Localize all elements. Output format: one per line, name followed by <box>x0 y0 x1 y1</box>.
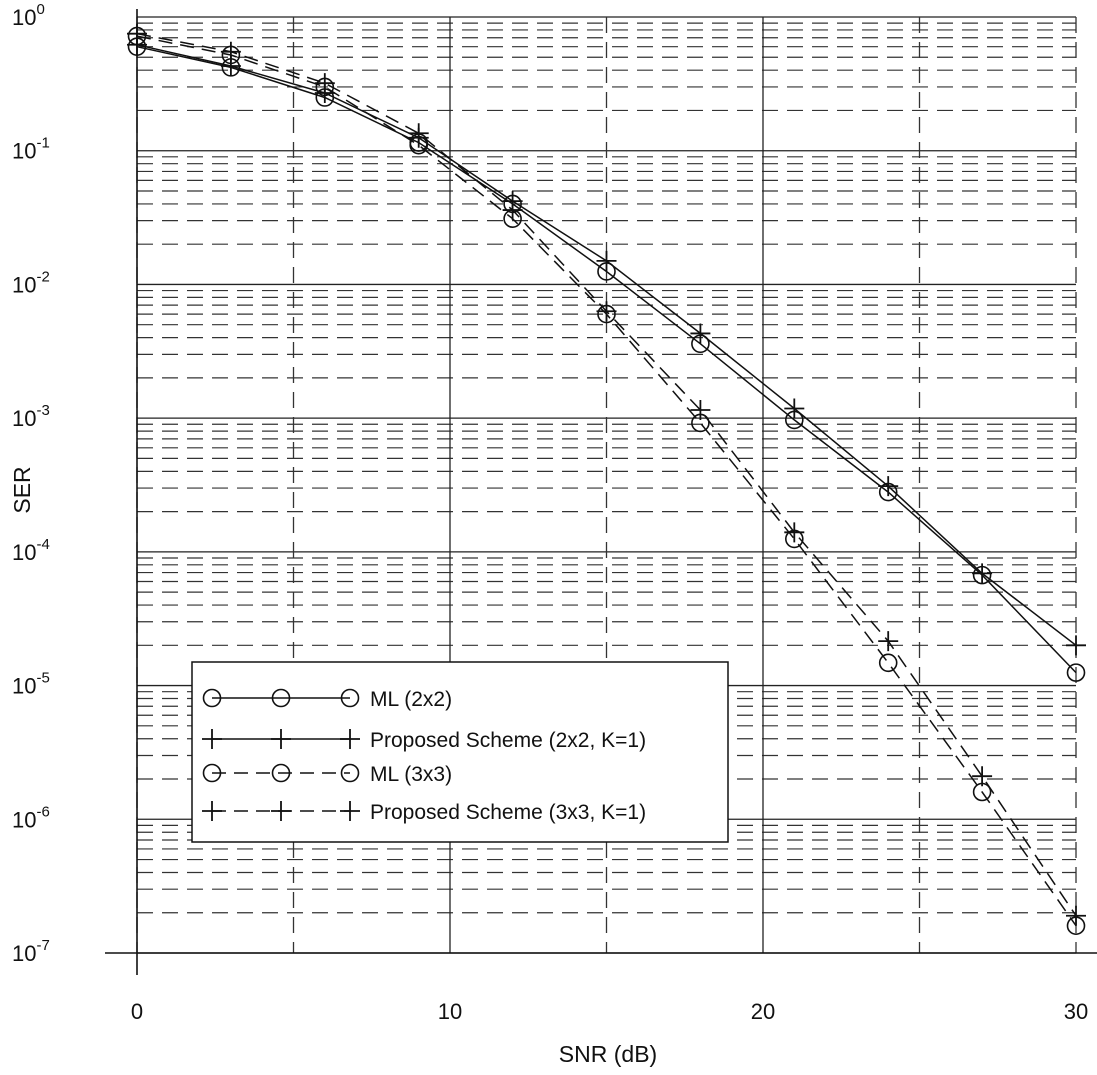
x-tick-label: 0 <box>131 999 143 1024</box>
marker-plus <box>690 400 711 421</box>
marker-plus <box>202 801 222 821</box>
legend-label: Proposed Scheme (2x2, K=1) <box>370 729 646 752</box>
marker-plus <box>690 323 711 344</box>
marker-plus <box>878 476 899 497</box>
x-axis-label: SNR (dB) <box>559 1041 657 1067</box>
marker-plus <box>878 631 899 652</box>
marker-circle <box>271 688 291 708</box>
y-tick-label: 10-3 <box>12 402 50 431</box>
marker-plus <box>596 250 617 271</box>
marker-plus <box>220 41 241 62</box>
legend-label: ML (2x2) <box>370 688 452 711</box>
series-0 <box>127 37 1086 682</box>
legend: ML (2x2) Proposed Scheme (2x2, K=1) ML (3x… <box>191 661 729 843</box>
marker-circle <box>202 688 222 708</box>
series-layer <box>127 23 1086 936</box>
marker-plus <box>271 729 291 749</box>
x-tick-label: 30 <box>1064 999 1088 1024</box>
y-axis-label: SER <box>9 466 35 513</box>
marker-plus <box>596 301 617 322</box>
marker-circle <box>878 653 898 673</box>
marker-circle <box>340 763 360 783</box>
axes: 0 10 20 30 100 10-1 10-2 10-3 10-4 10-5 10-6 10-7 <box>12 1 1097 1024</box>
marker-plus <box>314 73 335 94</box>
legend-label: Proposed Scheme (3x3, K=1) <box>370 801 646 824</box>
marker-plus <box>1066 635 1086 656</box>
marker-plus <box>1066 905 1086 926</box>
x-tick-label: 10 <box>438 999 462 1024</box>
y-tick-label: 100 <box>12 1 45 30</box>
x-tick-label: 20 <box>751 999 775 1024</box>
y-tick-label: 10-7 <box>12 937 50 966</box>
y-tick-label: 10-6 <box>12 803 50 832</box>
marker-circle <box>202 763 222 783</box>
y-tick-label: 10-4 <box>12 536 50 565</box>
marker-plus <box>408 123 429 144</box>
marker-plus <box>502 200 523 221</box>
marker-plus <box>784 522 805 543</box>
series-3 <box>127 23 1086 926</box>
y-tick-label: 10-1 <box>12 135 50 164</box>
marker-plus <box>340 801 360 821</box>
y-tick-label: 10-5 <box>12 670 50 699</box>
marker-plus <box>784 398 805 419</box>
marker-plus <box>972 766 993 787</box>
marker-plus <box>271 801 291 821</box>
series-line <box>136 45 1077 674</box>
marker-plus <box>202 729 222 749</box>
marker-circle <box>1066 663 1086 682</box>
marker-circle <box>340 688 360 708</box>
marker-circle <box>271 763 291 783</box>
y-tick-label: 10-2 <box>12 268 50 297</box>
legend-label: ML (3x3) <box>370 763 452 786</box>
marker-plus <box>972 563 993 584</box>
marker-plus <box>340 729 360 749</box>
